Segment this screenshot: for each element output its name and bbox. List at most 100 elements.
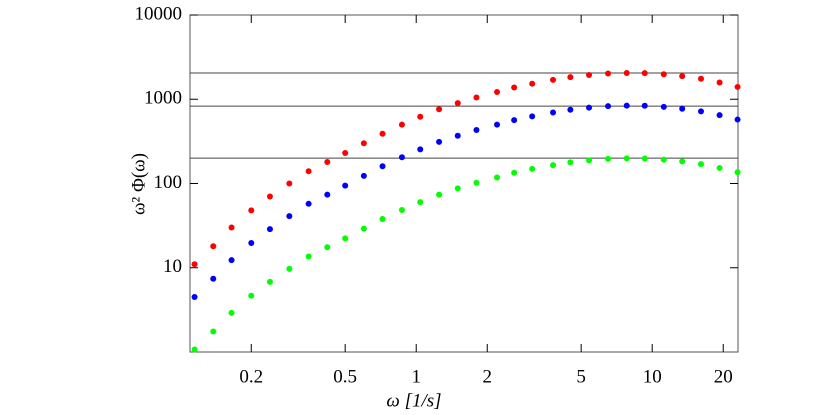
- point: [191, 293, 198, 300]
- point: [305, 200, 312, 207]
- point: [734, 169, 741, 176]
- point: [210, 275, 217, 282]
- point: [641, 102, 648, 109]
- point: [473, 94, 480, 101]
- point: [641, 155, 648, 162]
- point: [660, 156, 667, 163]
- point: [494, 174, 501, 181]
- point: [417, 146, 424, 153]
- point: [342, 182, 349, 189]
- point: [454, 100, 461, 107]
- point: [398, 206, 405, 213]
- point: [210, 328, 217, 335]
- y-tick-label: 1000: [144, 88, 182, 109]
- point: [266, 278, 273, 285]
- point: [324, 191, 331, 198]
- point: [305, 168, 312, 175]
- point: [605, 155, 612, 162]
- point: [342, 235, 349, 242]
- point: [342, 150, 349, 157]
- point: [473, 179, 480, 186]
- point: [734, 83, 741, 90]
- point: [379, 215, 386, 222]
- point: [660, 71, 667, 78]
- point: [550, 162, 557, 169]
- point: [529, 80, 536, 87]
- point: [228, 309, 235, 316]
- point: [716, 164, 723, 171]
- x-tick-label: 10: [643, 366, 662, 387]
- point: [641, 70, 648, 77]
- point: [286, 180, 293, 187]
- point: [698, 161, 705, 168]
- y-axis-label: ω² Φ(ω): [128, 153, 149, 215]
- point: [586, 157, 593, 164]
- point: [623, 155, 630, 162]
- point: [360, 172, 367, 179]
- point: [248, 207, 255, 214]
- point: [679, 105, 686, 112]
- point: [605, 103, 612, 110]
- point: [529, 165, 536, 172]
- point: [494, 121, 501, 128]
- point: [716, 112, 723, 119]
- point: [436, 106, 443, 113]
- point: [379, 130, 386, 137]
- point: [511, 169, 518, 176]
- point: [567, 74, 574, 81]
- point: [398, 121, 405, 128]
- x-tick-label: 5: [576, 366, 586, 387]
- point: [454, 185, 461, 192]
- point: [550, 109, 557, 116]
- point: [698, 108, 705, 115]
- point: [716, 79, 723, 86]
- x-tick-label: 0.2: [239, 366, 263, 387]
- point: [511, 84, 518, 91]
- plot-frame: [189, 14, 739, 353]
- point: [605, 70, 612, 77]
- x-tick-label: 1: [411, 366, 421, 387]
- point: [679, 73, 686, 80]
- point: [228, 257, 235, 264]
- point: [660, 103, 667, 110]
- point: [623, 69, 630, 76]
- point: [436, 138, 443, 145]
- point: [511, 117, 518, 124]
- point: [266, 193, 273, 200]
- point: [305, 253, 312, 260]
- point: [266, 226, 273, 233]
- point: [623, 102, 630, 109]
- point: [248, 292, 255, 299]
- point: [398, 154, 405, 161]
- point: [360, 225, 367, 232]
- y-tick-label: 100: [154, 172, 183, 193]
- point: [436, 191, 443, 198]
- point: [324, 244, 331, 251]
- point: [324, 158, 331, 165]
- point: [286, 265, 293, 272]
- point: [550, 76, 557, 83]
- point: [529, 113, 536, 120]
- point: [567, 159, 574, 166]
- y-tick-label: 10: [163, 256, 182, 277]
- point: [473, 127, 480, 134]
- point: [360, 140, 367, 147]
- point: [417, 199, 424, 206]
- point: [586, 104, 593, 111]
- point: [417, 113, 424, 120]
- point: [286, 213, 293, 220]
- point: [191, 261, 198, 268]
- point: [248, 239, 255, 246]
- point: [210, 243, 217, 250]
- x-tick-label: 20: [714, 366, 733, 387]
- point: [494, 88, 501, 95]
- x-axis-label: ω [1/s]: [386, 390, 441, 411]
- y-tick-label: 10000: [135, 3, 183, 24]
- x-tick-label: 0.5: [333, 366, 357, 387]
- point: [454, 132, 461, 139]
- point: [734, 116, 741, 123]
- point: [191, 346, 198, 353]
- point: [698, 75, 705, 82]
- point: [228, 224, 235, 231]
